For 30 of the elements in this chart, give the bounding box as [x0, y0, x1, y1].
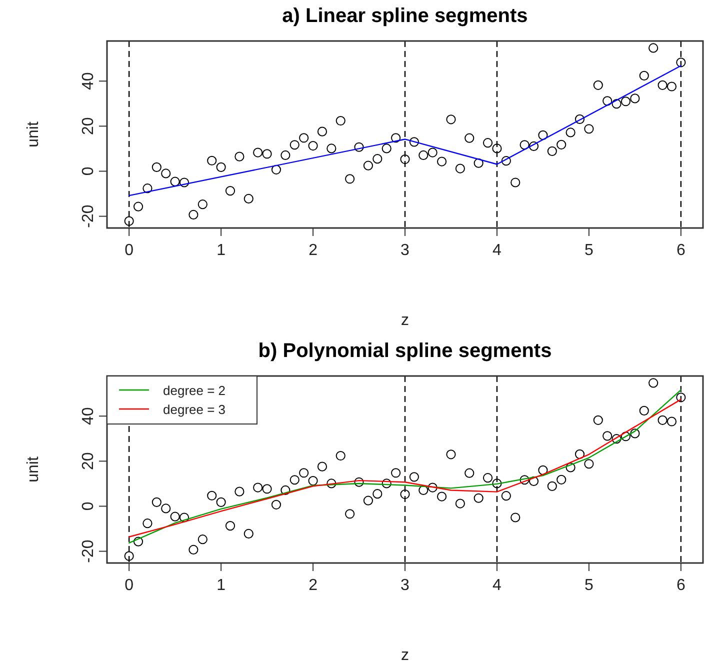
x-tick-label: 2: [308, 577, 318, 594]
chart-title: a) Linear spline segments: [282, 5, 528, 27]
x-tick-label: 0: [124, 577, 134, 594]
x-tick-label: 3: [400, 242, 410, 259]
chart-title: b) Polynomial spline segments: [258, 340, 552, 362]
x-tick-label: 1: [216, 242, 226, 259]
y-axis-title: unit: [25, 121, 42, 148]
x-tick-label: 0: [124, 242, 134, 259]
y-tick-label: 40: [80, 407, 97, 425]
y-axis-title: unit: [25, 456, 42, 482]
y-tick-label: 20: [80, 452, 97, 470]
x-axis-title: z: [401, 647, 409, 664]
x-tick-label: 1: [216, 577, 226, 594]
legend-label: degree = 2: [163, 383, 226, 398]
x-tick-label: 4: [492, 577, 502, 594]
x-tick-label: 5: [584, 577, 594, 594]
x-tick-label: 6: [676, 577, 686, 594]
x-tick-label: 6: [676, 242, 686, 259]
legend-label: degree = 3: [163, 402, 226, 417]
x-axis-title: z: [401, 312, 409, 329]
y-tick-label: 40: [80, 72, 97, 90]
y-tick-label: 0: [80, 166, 97, 176]
y-tick-label: 0: [80, 502, 97, 511]
x-tick-label: 2: [308, 242, 318, 259]
y-tick-label: -20: [80, 204, 97, 228]
x-tick-label: 3: [400, 577, 410, 594]
x-tick-label: 4: [492, 242, 502, 259]
y-tick-label: 20: [80, 117, 97, 136]
y-tick-label: -20: [80, 540, 97, 563]
x-tick-label: 5: [584, 242, 594, 259]
